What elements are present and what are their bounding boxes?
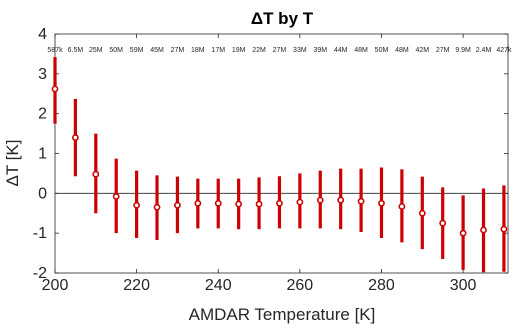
count-label-5: 45M <box>150 47 164 54</box>
data-point-14 <box>337 196 345 204</box>
y-axis-title: ΔT [K] <box>3 140 22 187</box>
data-point-11 <box>276 199 283 207</box>
data-point-18 <box>418 209 426 217</box>
count-label-17: 48M <box>395 47 409 54</box>
axes-box <box>54 33 509 274</box>
count-label-10: 22M <box>252 47 266 54</box>
data-point-5 <box>153 203 161 211</box>
data-point-3 <box>112 193 120 200</box>
x-tick-label-1: 220 <box>123 277 150 294</box>
data-point-12 <box>296 198 304 206</box>
data-point-13 <box>316 196 324 204</box>
y-tick-label-6: 4 <box>38 26 47 43</box>
x-tick-label-3: 260 <box>287 277 314 294</box>
count-label-8: 17M <box>211 47 225 54</box>
count-label-9: 19M <box>232 47 246 54</box>
y-tick-label-1: -1 <box>33 225 47 242</box>
count-label-1: 6.5M <box>68 47 84 54</box>
count-label-7: 18M <box>191 47 205 54</box>
count-label-19: 27M <box>436 47 450 54</box>
count-label-14: 44M <box>334 47 348 54</box>
data-point-1 <box>72 134 79 141</box>
y-tick-label-5: 3 <box>38 66 47 83</box>
y-tick-label-4: 2 <box>38 106 47 123</box>
count-label-4: 59M <box>130 47 144 54</box>
count-label-2: 25M <box>89 47 103 54</box>
data-point-6 <box>174 201 181 209</box>
data-point-9 <box>235 200 243 208</box>
x-tick-label-4: 280 <box>368 277 395 294</box>
data-point-21 <box>480 226 487 234</box>
data-point-16 <box>378 199 385 207</box>
y-tick-label-3: 1 <box>38 146 47 163</box>
data-point-7 <box>194 199 202 207</box>
x-tick-label-5: 300 <box>450 277 477 294</box>
count-label-22: 427k <box>496 47 512 54</box>
x-axis-title: AMDAR Temperature [K] <box>189 305 376 324</box>
data-point-2 <box>92 170 100 178</box>
data-point-8 <box>214 199 222 207</box>
data-point-4 <box>133 201 141 209</box>
count-label-20: 9.9M <box>455 47 471 54</box>
count-label-0: 587k <box>47 47 63 54</box>
count-label-18: 42M <box>415 47 429 54</box>
data-point-17 <box>398 203 406 210</box>
count-label-13: 39M <box>313 47 327 54</box>
y-tick-label-2: 0 <box>38 185 47 202</box>
data-point-0 <box>51 85 59 93</box>
count-label-6: 27M <box>171 47 185 54</box>
count-label-12: 33M <box>293 47 307 54</box>
count-label-11: 27M <box>273 47 287 54</box>
data-point-10 <box>255 200 263 208</box>
count-label-16: 50M <box>375 47 389 54</box>
x-tick-label-2: 240 <box>205 277 232 294</box>
count-label-3: 50M <box>109 47 123 54</box>
data-point-19 <box>439 219 447 227</box>
y-tick-label-0: -2 <box>33 265 47 282</box>
count-label-21: 2.4M <box>476 47 492 54</box>
count-label-15: 48M <box>354 47 368 54</box>
data-point-20 <box>459 229 467 237</box>
data-point-22 <box>500 225 508 233</box>
x-tick-label-0: 200 <box>42 277 69 294</box>
chart-title: ΔT by T <box>251 9 314 28</box>
data-point-15 <box>357 197 365 205</box>
